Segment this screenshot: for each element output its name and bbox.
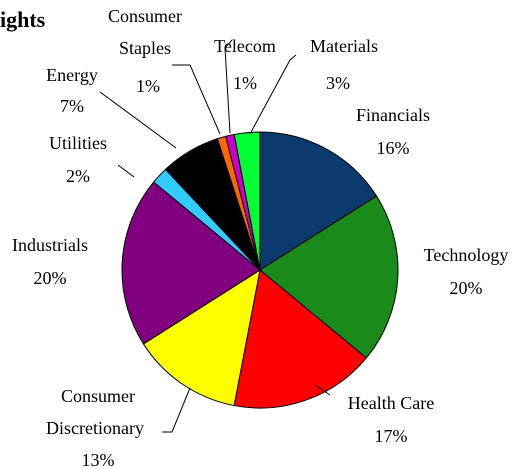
leader-line xyxy=(224,39,233,134)
leader-line xyxy=(314,384,331,396)
leader-line xyxy=(172,64,221,135)
pie-slice xyxy=(233,131,261,271)
slice-value-label: 2% xyxy=(66,166,90,186)
slice-value-label: 3% xyxy=(326,73,350,93)
slice-value-label: 1% xyxy=(233,73,257,93)
leader-line xyxy=(249,54,297,135)
slice-value-label: 20% xyxy=(34,268,67,288)
slice-label: Consumer Discretionary xyxy=(46,386,144,438)
chart-title: ights xyxy=(0,7,46,32)
slice-label: Energy xyxy=(46,65,98,85)
pie-slice xyxy=(259,131,378,271)
slice-value-label: 17% xyxy=(375,426,408,446)
pie-slice xyxy=(121,181,261,345)
leader-line xyxy=(117,164,135,178)
slice-label: Industrials xyxy=(12,235,88,255)
slice-label: Materials xyxy=(310,36,378,56)
slice-value-label: 16% xyxy=(377,138,410,158)
slice-value-label: 20% xyxy=(450,278,483,298)
pie-slice xyxy=(233,269,368,409)
slice-label: Health Care xyxy=(348,393,434,413)
slice-value-label: 7% xyxy=(60,96,84,116)
slice-label: Utilities xyxy=(49,133,107,153)
slice-label: Financials xyxy=(356,105,430,125)
slice-value-label: 1% xyxy=(136,76,160,96)
slice-value-label: 13% xyxy=(82,450,115,469)
pie-slice xyxy=(142,268,261,407)
slice-label: Technology xyxy=(424,245,509,265)
leader-line xyxy=(99,91,177,149)
slice-label: Telecom xyxy=(214,36,276,56)
leader-line xyxy=(162,387,191,433)
slice-label: Consumer Staples xyxy=(108,6,182,58)
pie-slice xyxy=(259,195,399,359)
